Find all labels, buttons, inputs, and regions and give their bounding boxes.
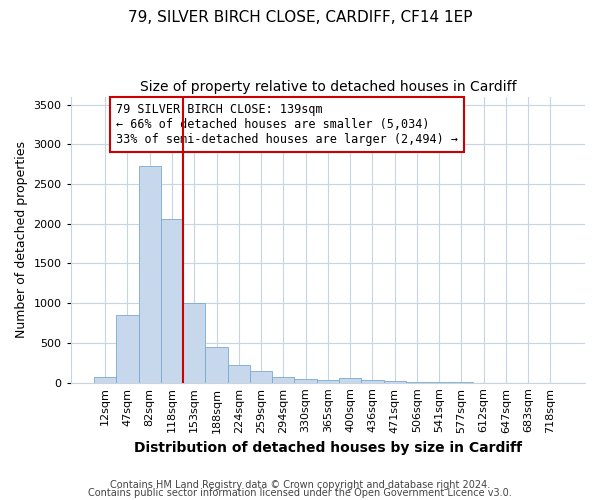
Title: Size of property relative to detached houses in Cardiff: Size of property relative to detached ho… [140, 80, 516, 94]
Text: Contains public sector information licensed under the Open Government Licence v3: Contains public sector information licen… [88, 488, 512, 498]
Bar [139, 166, 161, 382]
Bar [272, 376, 295, 382]
Text: Contains HM Land Registry data © Crown copyright and database right 2024.: Contains HM Land Registry data © Crown c… [110, 480, 490, 490]
X-axis label: Distribution of detached houses by size in Cardiff: Distribution of detached houses by size … [134, 441, 522, 455]
Bar [295, 378, 317, 382]
Bar [250, 371, 272, 382]
Bar [361, 380, 383, 382]
Bar [227, 365, 250, 382]
Bar [339, 378, 361, 382]
Bar [383, 381, 406, 382]
Bar [183, 303, 205, 382]
Bar [116, 315, 139, 382]
Text: 79 SILVER BIRCH CLOSE: 139sqm
← 66% of detached houses are smaller (5,034)
33% o: 79 SILVER BIRCH CLOSE: 139sqm ← 66% of d… [116, 103, 458, 146]
Y-axis label: Number of detached properties: Number of detached properties [15, 141, 28, 338]
Bar [317, 380, 339, 382]
Bar [94, 376, 116, 382]
Bar [161, 219, 183, 382]
Bar [205, 347, 227, 382]
Text: 79, SILVER BIRCH CLOSE, CARDIFF, CF14 1EP: 79, SILVER BIRCH CLOSE, CARDIFF, CF14 1E… [128, 10, 472, 25]
